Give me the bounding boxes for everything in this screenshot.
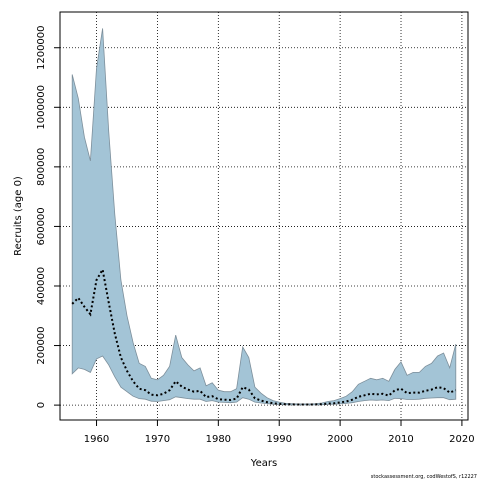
y-tick-label: 0 [36, 402, 47, 408]
y-axis: 0 200000 400000 600000 800000 1000000 1200000 [36, 25, 60, 408]
y-tick-label: 1200000 [36, 25, 47, 70]
y-tick-label: 800000 [36, 148, 47, 186]
confidence-band [71, 28, 457, 406]
x-tick-label: 2000 [327, 434, 352, 445]
x-axis-title: Years [250, 458, 277, 469]
x-tick-label: 2010 [388, 434, 413, 445]
y-tick-label: 400000 [36, 267, 47, 305]
y-tick-label: 600000 [36, 207, 47, 245]
y-axis-title: Recruits (age 0) [13, 176, 24, 256]
x-tick-label: 1990 [266, 434, 291, 445]
x-tick-label: 1970 [145, 434, 170, 445]
y-tick-label: 1000000 [36, 85, 47, 130]
x-tick-label: 1960 [84, 434, 109, 445]
source-note: stockassessment.org, codWestofS, r12227 [371, 474, 477, 480]
x-tick-label: 2020 [449, 434, 474, 445]
plot-frame [59, 11, 469, 421]
y-tick-label: 200000 [36, 326, 47, 364]
x-axis: 1960 1970 1980 1990 2000 2010 2020 [84, 420, 475, 445]
grid-lines [60, 12, 468, 420]
x-tick-label: 1980 [206, 434, 231, 445]
